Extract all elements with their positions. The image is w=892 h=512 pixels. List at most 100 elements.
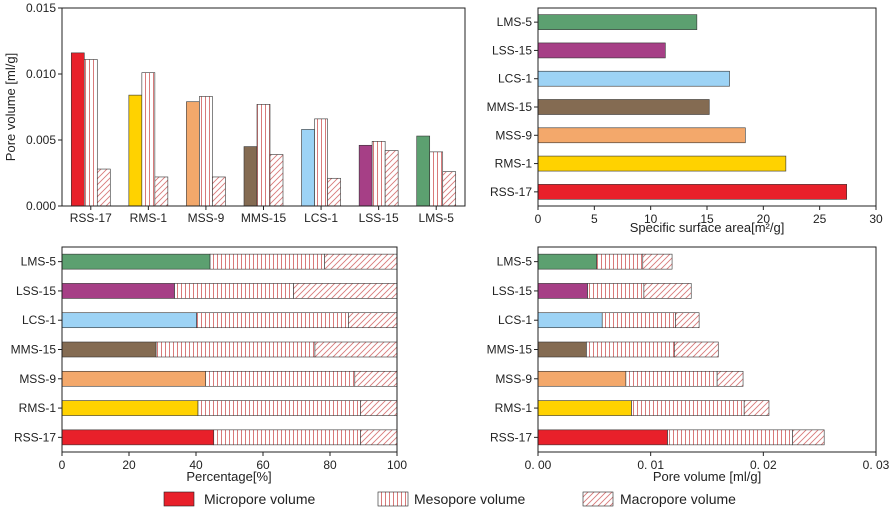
x-tick-label: 20	[122, 458, 136, 472]
bar-mms-15-macro	[269, 154, 284, 207]
legend-label-meso: Mesopore volume	[414, 491, 525, 507]
bar-mms-15-surface-area	[537, 99, 710, 115]
bar-lcs-1-macro	[675, 312, 700, 329]
bar-lcs-1-micro	[537, 312, 603, 329]
y-tick-label: 0.015	[26, 1, 56, 15]
bar-rss-17-surface-area	[537, 184, 848, 200]
y-tick-label-mss-9: MSS-9	[495, 128, 532, 142]
x-tick-label: 15	[700, 212, 714, 226]
bar-lss-15-meso	[174, 283, 294, 299]
bar-mss-9-macro	[212, 176, 226, 207]
x-tick-label: 0. 03	[863, 458, 890, 472]
bar-lms-5-meso	[209, 253, 325, 270]
bar-lss-15-meso	[371, 141, 386, 207]
panel-a-pore-volume: RSS-17 RMS-1 MSS-9 MMS-15 LCS-1 LSS-15 LMS-5 0.…	[3, 1, 466, 225]
legend-swatch-micro	[163, 491, 195, 507]
bar-mss-9-meso	[205, 370, 356, 387]
bar-lss-15-macro	[384, 150, 399, 207]
bar-lms-5-surface-area	[537, 14, 698, 30]
bar-lcs-1-meso	[601, 312, 676, 329]
x-tick-label: 100	[387, 458, 407, 472]
x-tick-label-lcs-1: LCS-1	[304, 211, 338, 225]
bar-rss-17-macro	[360, 429, 398, 446]
bar-mss-9-micro	[537, 370, 627, 387]
bar-rms-1-macro	[743, 400, 770, 416]
x-tick-label: 20	[757, 212, 771, 226]
bar-lcs-1-macro	[327, 177, 341, 207]
bar-lms-5-micro	[537, 253, 597, 270]
y-tick-label-lcs-1: LCS-1	[498, 313, 532, 327]
y-tick-label-lms-5: LMS-5	[21, 255, 57, 269]
y-tick-label-lms-5: LMS-5	[497, 255, 533, 269]
bar-mms-15-meso	[155, 341, 316, 358]
bar-lss-15-macro	[643, 283, 692, 299]
y-tick-label-rms-1: RMS-1	[19, 401, 57, 415]
bar-rss-17-meso	[83, 59, 98, 207]
panel-b-xlabel: Specific surface area[m²/g]	[630, 220, 785, 235]
bar-lms-5-macro	[442, 171, 457, 207]
panel-c-xlabel: Percentage[%]	[186, 469, 271, 484]
y-tick-label-mms-15: MMS-15	[487, 343, 533, 357]
bar-mss-9-micro	[61, 370, 207, 387]
bar-mms-15-micro	[243, 146, 258, 207]
bar-lss-15-macro	[293, 283, 398, 299]
bar-lss-15-meso	[587, 283, 645, 299]
x-tick-label-rss-17: RSS-17	[70, 211, 112, 225]
y-tick-label-lss-15: LSS-15	[492, 43, 532, 57]
bar-lms-5-macro	[324, 253, 398, 270]
x-tick-label: 10	[644, 212, 658, 226]
bar-mms-15-meso	[256, 104, 271, 207]
bar-mms-15-macro	[674, 341, 719, 358]
y-tick-label-lcs-1: LCS-1	[22, 313, 56, 327]
legend-label-macro: Macropore volume	[620, 491, 736, 507]
x-tick-label: 0. 01	[637, 458, 664, 472]
bar-lms-5-meso	[429, 151, 444, 207]
bar-rms-1-meso	[197, 400, 361, 416]
y-tick-label: 0.005	[26, 133, 56, 147]
y-tick-label: 0.000	[26, 199, 56, 213]
bar-lcs-1-macro	[348, 312, 398, 329]
bar-rms-1-micro	[61, 400, 199, 416]
x-tick-label-lms-5: LMS-5	[419, 211, 455, 225]
x-tick-label-mms-15: MMS-15	[241, 211, 287, 225]
bar-mss-9-surface-area	[537, 127, 746, 144]
bar-lss-15-micro	[358, 144, 373, 207]
x-tick-label: 0. 00	[525, 458, 552, 472]
bar-mss-9-meso	[625, 370, 718, 387]
bar-mss-9-meso	[199, 96, 213, 207]
y-tick-label-rss-17: RSS-17	[490, 430, 532, 444]
bar-mms-15-meso	[586, 341, 675, 358]
x-tick-label: 5	[591, 212, 598, 226]
y-tick-label-rss-17: RSS-17	[490, 185, 532, 199]
x-tick-label: 40	[189, 458, 203, 472]
bar-mms-15-micro	[61, 341, 157, 358]
bar-lss-15-surface-area	[537, 42, 666, 59]
panel-b-surface-area: RSS-17 RMS-1 MSS-9 MMS-15 LCS-1 LSS-15 LMS-5 0 5…	[487, 7, 883, 235]
x-tick-label: 0. 02	[750, 458, 777, 472]
bar-lss-15-micro	[537, 283, 588, 299]
bar-rms-1-macro	[154, 176, 169, 207]
y-tick-label-lcs-1: LCS-1	[498, 72, 532, 86]
legend-swatch-meso	[377, 491, 409, 507]
bar-rss-17-macro	[96, 168, 111, 207]
x-tick-label: 60	[256, 458, 270, 472]
legend: Micropore volume Mesopore volume Macropo…	[163, 491, 736, 507]
x-tick-label: 25	[813, 212, 827, 226]
y-tick-label-mss-9: MSS-9	[19, 372, 56, 386]
bar-lcs-1-micro	[301, 129, 315, 207]
x-tick-label: 0	[59, 458, 66, 472]
x-tick-label-rms-1: RMS-1	[130, 211, 168, 225]
bar-rss-17-macro	[792, 429, 825, 446]
bar-mss-9-macro	[716, 370, 744, 387]
bar-rms-1-micro	[537, 400, 632, 416]
x-tick-label: 30	[869, 212, 883, 226]
panel-d-xlabel: Pore volume [ml/g]	[653, 469, 761, 484]
y-tick-label-lss-15: LSS-15	[492, 284, 532, 298]
bar-mms-15-macro	[314, 341, 398, 358]
x-tick-label: 0	[535, 212, 542, 226]
bar-lcs-1-meso	[196, 312, 349, 329]
bar-lss-15-micro	[61, 283, 175, 299]
bar-lms-5-macro	[642, 253, 673, 270]
bar-rms-1-surface-area	[537, 155, 787, 172]
